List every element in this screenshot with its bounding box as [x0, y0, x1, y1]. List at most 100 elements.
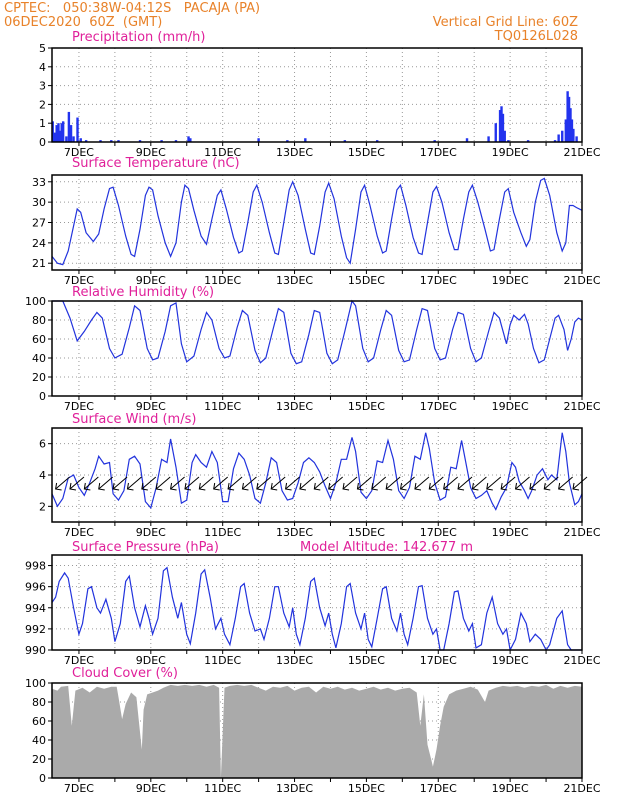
panel-1-bar-35 — [507, 140, 510, 142]
panel-1-bar-26 — [375, 140, 379, 142]
panel-4-wind-arrowhead-28 — [457, 482, 465, 491]
panel-4-wind-arrow-25 — [414, 476, 430, 490]
panel-1-bar-18 — [160, 140, 163, 142]
panel-5-xtick-label-3: 13DEC — [276, 654, 313, 667]
panel-1-bar-17 — [138, 140, 142, 142]
panel-4-wind-arrowhead-17 — [299, 482, 307, 491]
panel-4-wind-arrowhead-18 — [313, 482, 321, 491]
panel-4-wind-arrowhead-15 — [270, 482, 278, 491]
panel-4-wind-arrow-24 — [400, 476, 415, 490]
panel-5-xtick-label-2: 11DEC — [204, 654, 241, 667]
panel-1-bar-5 — [60, 123, 63, 142]
panel-4-wind-arrow-28 — [457, 476, 473, 490]
panel-4-wind-arrowhead-20 — [342, 482, 350, 491]
panel-4-wind-arrowhead-29 — [471, 482, 479, 491]
panel-4-wind-arrowhead-1 — [69, 482, 77, 491]
panel-4-wind-arrowhead-36 — [572, 482, 580, 491]
panel-5-title: Surface Pressure (hPa) — [72, 540, 219, 555]
panel-1-bar-23 — [286, 140, 289, 142]
panel-4-xtick-label-5: 17DEC — [420, 526, 457, 539]
panel-4-wind-arrowhead-6 — [141, 482, 148, 491]
panel-1-frame — [51, 47, 583, 143]
panel-2-ytick-label-3: 30 — [32, 196, 46, 209]
panel-6-xtick-label-2: 11DEC — [204, 782, 241, 795]
panel-1-bar-33 — [501, 113, 505, 142]
panel-4-wind-arrowhead-11 — [213, 482, 220, 491]
panel-4-wind-arrow-19 — [328, 476, 344, 490]
panel-4-wind-arrowhead-27 — [443, 482, 450, 491]
panel-1-ytick-label-0: 0 — [39, 136, 46, 149]
panel-4-wind-arrowhead-12 — [227, 482, 235, 491]
panel-3-xtick-label-4: 15DEC — [348, 400, 385, 413]
panel-2-ytick-label-2: 27 — [32, 217, 46, 230]
panel-6-xtick-label-3: 13DEC — [276, 782, 313, 795]
panel-1-xtick-label-0: 7DEC — [64, 146, 94, 159]
panel-1-bar-31 — [498, 110, 502, 142]
panel-5-xtick-label-4: 15DEC — [348, 654, 385, 667]
panel-4-wind-arrow-26 — [428, 476, 444, 490]
panel-4-wind-arrowhead-19 — [328, 482, 335, 491]
panel-6-ytick-label-3: 60 — [32, 715, 46, 728]
panel-1-bar-11 — [76, 117, 79, 142]
panel-4-wind-arrow-12 — [227, 476, 243, 490]
panel-5-xtick-label-5: 17DEC — [420, 654, 457, 667]
panel-1-bar-41 — [566, 91, 569, 142]
panel-4-wind-arrowhead-21 — [356, 482, 364, 491]
panel-5-annotation: Model Altitude: 142.677 m — [300, 540, 473, 555]
panel-2-xtick-label-6: 19DEC — [492, 274, 529, 287]
panel-5-ytick-label-0: 990 — [25, 644, 46, 657]
panel-4-wind-arrowhead-24 — [399, 482, 407, 491]
panel-4-wind-arrowhead-3 — [98, 482, 105, 491]
panel-1-bar-20 — [187, 136, 190, 142]
panel-1-bar-29 — [487, 136, 490, 142]
panel-1-xtick-label-6: 19DEC — [492, 146, 529, 159]
panel-3-series-line — [52, 299, 583, 365]
panel-4-wind-arrow-15 — [270, 476, 286, 490]
panel-1-bar-15 — [110, 140, 113, 142]
panel-4-wind-arrowhead-14 — [256, 482, 263, 491]
panel-1-bar-8 — [67, 111, 71, 142]
panel-4-wind-arrowhead-0 — [55, 482, 62, 491]
panel-1-ytick-label-1: 1 — [39, 117, 46, 130]
panel-1-xtick-label-1: 9DEC — [136, 146, 166, 159]
panel-1-ytick-label-3: 3 — [39, 80, 46, 93]
panel-1-bar-2 — [55, 125, 58, 142]
panel-6-xtick-label-7: 21DEC — [563, 782, 600, 795]
panel-1-xtick-label-2: 11DEC — [204, 146, 241, 159]
panel-3-ytick-label-4: 80 — [32, 314, 46, 327]
panel-3-xtick-label-7: 21DEC — [563, 400, 600, 413]
panel-1-bar-37 — [553, 140, 557, 142]
panel-5-series-line — [51, 566, 582, 652]
panel-1-bar-10 — [72, 136, 75, 142]
panel-1-bar-16 — [117, 140, 120, 142]
panel-3-ytick-label-5: 100 — [25, 295, 46, 308]
panel-4-wind-arrow-22 — [371, 476, 387, 490]
panel-1-bar-40 — [564, 119, 568, 142]
panel-4-xtick-label-0: 7DEC — [64, 526, 94, 539]
panel-5-xtick-label-1: 9DEC — [136, 654, 166, 667]
panel-4-wind-arrow-8 — [170, 476, 185, 490]
panel-1-xtick-label-5: 17DEC — [420, 146, 457, 159]
panel-1-bar-25 — [343, 140, 347, 142]
panel-4-wind-arrow-7 — [155, 476, 171, 490]
panel-4-wind-arrow-34 — [543, 476, 559, 490]
panel-6-cloud-area — [52, 684, 582, 778]
panel-4-wind-arrow-23 — [385, 476, 401, 490]
panel-2-xtick-label-7: 21DEC — [563, 274, 600, 287]
panel-4-wind-arrowhead-7 — [155, 482, 163, 491]
panel-1-ytick-label-4: 4 — [39, 61, 46, 74]
panel-4-wind-arrow-1 — [69, 476, 85, 490]
panel-1-bar-7 — [65, 136, 68, 142]
panel-1-bar-22 — [257, 138, 260, 142]
panel-4-xtick-label-4: 15DEC — [348, 526, 385, 539]
panel-4-xtick-label-7: 21DEC — [563, 526, 600, 539]
panel-4-wind-arrowhead-10 — [198, 482, 206, 491]
panel-4-wind-arrow-4 — [112, 476, 128, 490]
panel-1-bar-19 — [174, 140, 178, 142]
panel-3-xtick-label-5: 17DEC — [420, 400, 457, 413]
panel-4-wind-arrow-6 — [141, 476, 157, 490]
header-line1-right: Vertical Grid Line: 60Z — [432, 15, 578, 30]
panel-1-bar-44 — [570, 119, 574, 142]
panel-2-xtick-label-5: 17DEC — [420, 274, 457, 287]
panel-4-wind-arrow-36 — [572, 476, 588, 490]
